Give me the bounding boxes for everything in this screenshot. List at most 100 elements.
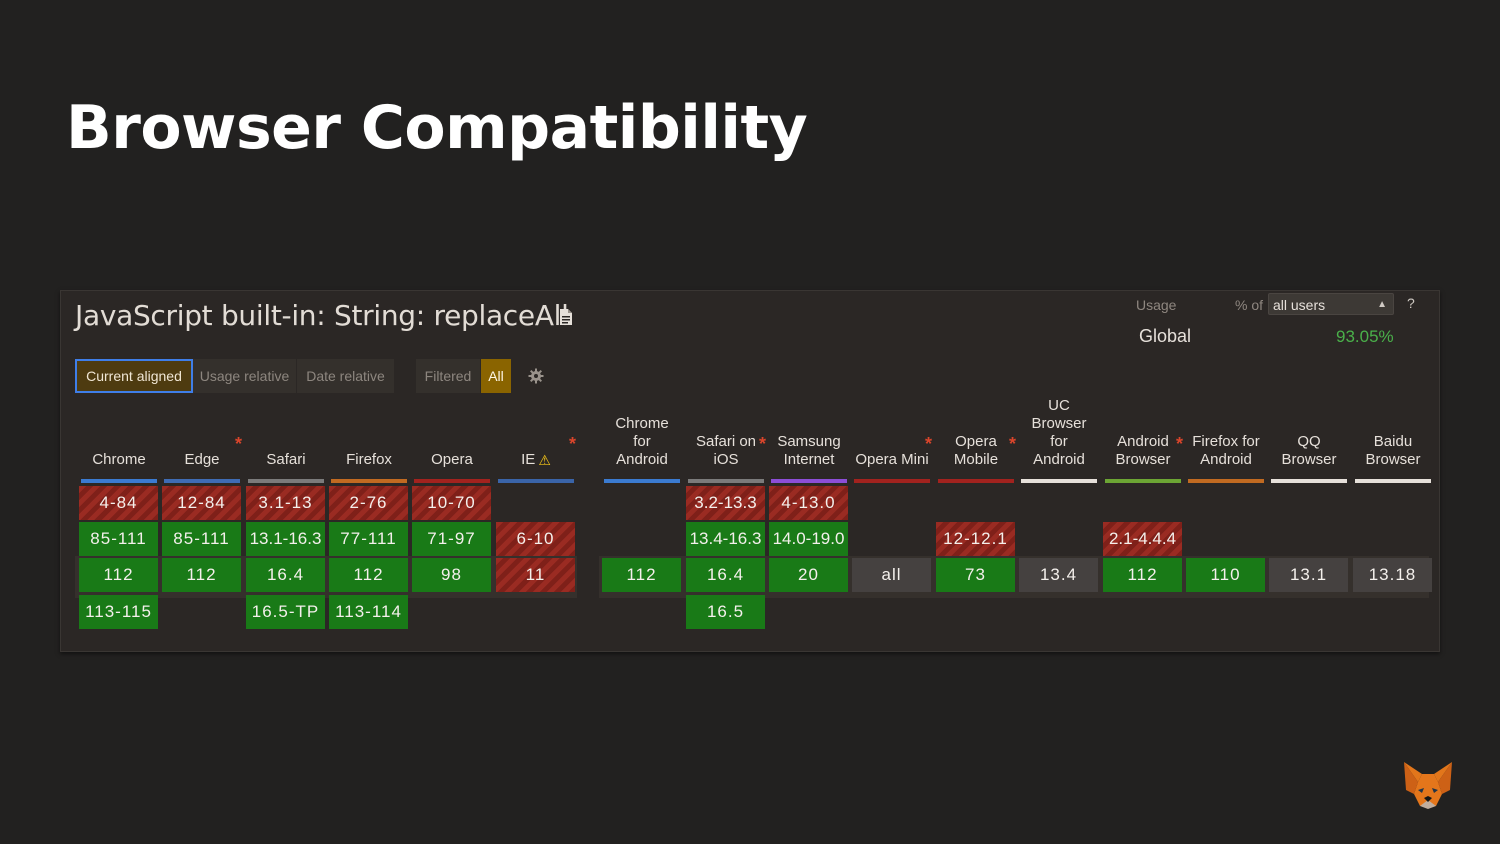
slide-title: Browser Compatibility [66,93,808,163]
feature-title: JavaScript built-in: String: replaceAll [75,299,569,332]
browser-name: IE [521,451,536,468]
version-cell[interactable]: 16.5 [686,595,765,629]
browser-name: Safari on iOS [695,433,757,468]
browser-color-bar [1105,479,1181,483]
version-cell[interactable]: 112 [329,558,408,592]
note-star-icon: * [234,434,242,454]
browser-color-bar [331,479,407,483]
version-cell[interactable]: 13.18 [1353,558,1432,592]
browser-color-bar [498,479,574,483]
browser-name: UC Browser for Android [1031,397,1087,468]
browser-color-bar [688,479,764,483]
browser-header[interactable]: IE ⚠ * [496,401,576,483]
version-cell[interactable]: 113-115 [79,595,158,629]
version-cell[interactable]: 16.4 [246,558,325,592]
browser-header[interactable]: UC Browser for Android [1019,397,1099,483]
version-cell[interactable]: 85-111 [79,522,158,556]
version-cell[interactable]: 12-84 [162,486,241,520]
usage-relative-button[interactable]: Usage relative [193,359,296,393]
version-cell[interactable]: 3.1-13 [246,486,325,520]
browser-header[interactable]: Opera Mini * [852,401,932,483]
fox-icon [1404,762,1452,809]
document-icon[interactable] [559,308,573,326]
version-cell[interactable]: 2-76 [329,486,408,520]
browser-header[interactable]: Baidu Browser [1353,401,1433,483]
version-cell[interactable]: 3.2-13.3 [686,486,765,520]
users-select-value: all users [1273,297,1326,313]
browser-color-bar [1188,479,1264,483]
version-cell[interactable]: 110 [1186,558,1265,592]
note-star-icon: * [1008,434,1016,454]
browser-header[interactable]: Firefox [329,401,409,483]
version-cell[interactable]: all [852,558,931,592]
help-icon[interactable]: ? [1407,295,1415,311]
current-aligned-button[interactable]: Current aligned [75,359,193,393]
browser-color-bar [81,479,157,483]
browser-header[interactable]: Samsung Internet [769,401,849,483]
browser-header[interactable]: Chrome [79,401,159,483]
browser-name: QQ Browser [1281,433,1337,468]
version-cell[interactable]: 112 [602,558,681,592]
browser-name: Safari [266,451,306,468]
browser-name: Samsung Internet [777,433,841,468]
browser-name: Android Browser [1115,433,1171,468]
browser-name: Baidu Browser [1365,433,1421,468]
browser-header[interactable]: Opera [412,401,492,483]
version-cell[interactable]: 2.1-4.4.4 [1103,522,1182,556]
browser-name: Firefox for Android [1192,433,1260,468]
browser-name: Opera Mini [855,451,929,468]
browser-header[interactable]: QQ Browser [1269,401,1349,483]
version-cell[interactable]: 12-12.1 [936,522,1015,556]
version-cell[interactable]: 13.1 [1269,558,1348,592]
browser-name: Firefox [346,451,392,468]
version-cell[interactable]: 11 [496,558,575,592]
browser-color-bar [854,479,930,483]
browser-name: Chrome for Android [615,415,669,468]
browser-color-bar [1355,479,1431,483]
browser-header[interactable]: Android Browser * [1103,401,1183,483]
version-cell[interactable]: 73 [936,558,1015,592]
browser-header[interactable]: Safari on iOS * [686,401,766,483]
version-cell[interactable]: 20 [769,558,848,592]
filtered-button[interactable]: Filtered [416,359,480,393]
browser-header[interactable]: Chrome for Android [602,401,682,483]
version-cell[interactable]: 13.4-16.3 [686,522,765,556]
version-cell[interactable]: 16.4 [686,558,765,592]
browser-header[interactable]: Opera Mobile * [936,401,1016,483]
version-cell[interactable]: 13.1-16.3 [246,522,325,556]
browser-header[interactable]: Firefox for Android [1186,401,1266,483]
browser-color-bar [414,479,490,483]
version-cell[interactable]: 4-84 [79,486,158,520]
current-version-band [75,556,577,598]
version-cell[interactable]: 71-97 [412,522,491,556]
version-cell[interactable]: 113-114 [329,595,408,629]
browser-color-bar [1021,479,1097,483]
version-cell[interactable]: 6-10 [496,522,575,556]
warning-icon: ⚠ [538,452,551,468]
users-select[interactable]: all users ▲ [1268,293,1394,315]
version-cell[interactable]: 98 [412,558,491,592]
usage-label: Usage [1136,297,1177,313]
version-cell[interactable]: 13.4 [1019,558,1098,592]
browser-color-bar [938,479,1014,483]
browser-header[interactable]: Edge * [162,401,242,483]
all-button[interactable]: All [481,359,511,393]
browser-color-bar [604,479,680,483]
pct-of-label: % of [1235,297,1264,313]
version-cell[interactable]: 112 [162,558,241,592]
note-star-icon: * [568,434,576,454]
version-cell[interactable]: 4-13.0 [769,486,848,520]
version-cell[interactable]: 14.0-19.0 [769,522,848,556]
version-cell[interactable]: 112 [1103,558,1182,592]
version-cell[interactable]: 10-70 [412,486,491,520]
gear-icon[interactable] [528,368,544,384]
version-cell[interactable]: 112 [79,558,158,592]
note-star-icon: * [1175,434,1183,454]
version-cell[interactable]: 85-111 [162,522,241,556]
version-cell[interactable]: 77-111 [329,522,408,556]
version-cell[interactable]: 16.5-TP [246,595,325,629]
browser-header[interactable]: Safari [246,401,326,483]
browser-color-bar [164,479,240,483]
browser-color-bar [771,479,847,483]
date-relative-button[interactable]: Date relative [297,359,394,393]
